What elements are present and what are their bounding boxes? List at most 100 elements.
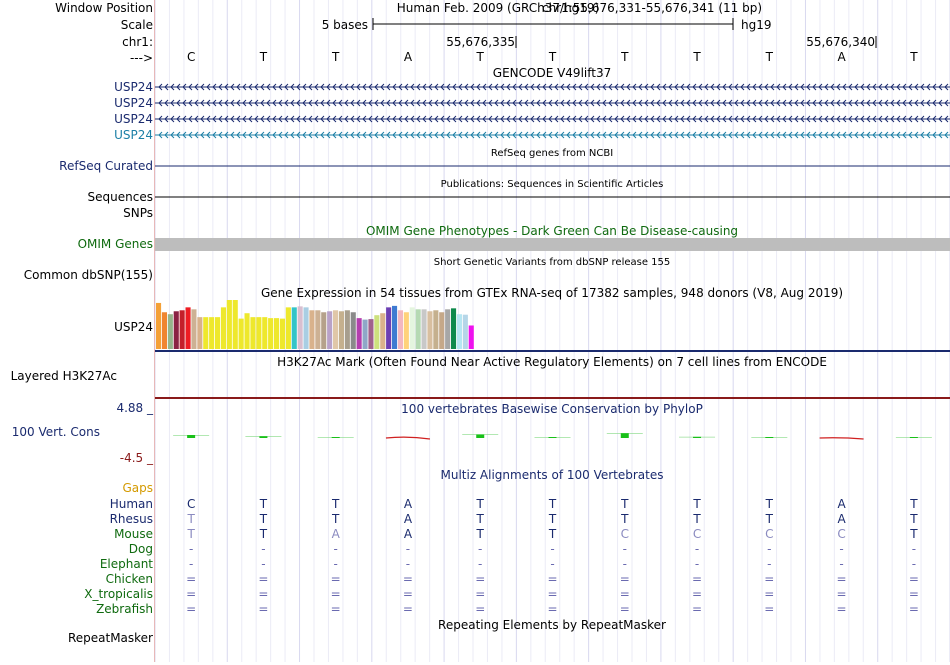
multiz-base: = bbox=[403, 587, 413, 601]
gtex-tissue-bar[interactable] bbox=[291, 307, 297, 349]
scale-bar-label: 5 bases bbox=[322, 18, 368, 32]
gtex-tissue-bar[interactable] bbox=[167, 314, 173, 349]
gtex-tissue-bar[interactable] bbox=[415, 309, 421, 349]
gene-usp24-transcript[interactable] bbox=[155, 131, 950, 139]
tracks-svg[interactable]: Human Feb. 2009 (GRCh37/hg19) chr1:55,67… bbox=[154, 0, 950, 662]
gtex-tissue-bar[interactable] bbox=[215, 317, 221, 349]
dbsnp-track-label[interactable]: Common dbSNP(155) bbox=[23, 268, 153, 282]
phylop-track-label[interactable]: 100 Vert. Cons bbox=[11, 425, 100, 439]
sequences-track-label[interactable]: Sequences bbox=[87, 190, 153, 204]
chrom-label[interactable]: chr1: bbox=[122, 35, 153, 49]
gtex-tissue-bar[interactable] bbox=[421, 309, 427, 349]
gtex-tissue-bar[interactable] bbox=[392, 305, 398, 349]
genome-browser-image[interactable]: Human Feb. 2009 (GRCh37/hg19) chr1:55,67… bbox=[154, 0, 950, 662]
phylop-score-bar bbox=[909, 437, 918, 438]
gtex-tissue-bar[interactable] bbox=[344, 310, 350, 349]
gtex-tissue-bar[interactable] bbox=[250, 317, 256, 349]
gtex-tissue-bar[interactable] bbox=[173, 311, 179, 349]
multiz-species-label[interactable]: Human bbox=[109, 497, 153, 511]
gene-usp24-transcript[interactable] bbox=[155, 83, 950, 91]
omim-track-label[interactable]: OMIM Genes bbox=[77, 237, 153, 251]
repeatmasker-track-label[interactable]: RepeatMasker bbox=[67, 631, 153, 645]
multiz-species-label[interactable]: Elephant bbox=[99, 557, 153, 571]
gtex-tissue-bar[interactable] bbox=[380, 313, 386, 349]
gtex-tissue-bar[interactable] bbox=[350, 312, 356, 349]
multiz-base: T bbox=[476, 497, 485, 511]
gtex-tissue-bar[interactable] bbox=[374, 315, 380, 349]
multiz-species-label[interactable]: Chicken bbox=[105, 572, 153, 586]
gene-label-usp24[interactable]: USP24 bbox=[114, 80, 153, 94]
gtex-tissue-bar[interactable] bbox=[327, 311, 333, 349]
multiz-base: T bbox=[909, 497, 918, 511]
gtex-tissue-bar[interactable] bbox=[197, 317, 203, 349]
gene-label-usp24[interactable]: USP24 bbox=[114, 96, 153, 110]
gtex-tissue-bar[interactable] bbox=[279, 318, 285, 349]
multiz-base: T bbox=[620, 497, 629, 511]
gtex-tissue-bar[interactable] bbox=[433, 310, 439, 349]
gtex-tissue-bar[interactable] bbox=[256, 317, 262, 349]
gtex-tissue-bar[interactable] bbox=[285, 307, 291, 349]
multiz-gaps-label[interactable]: Gaps bbox=[122, 481, 153, 495]
multiz-species-label[interactable]: Mouse bbox=[114, 527, 153, 541]
gtex-tissue-bar[interactable] bbox=[456, 314, 462, 349]
gtex-tissue-bar[interactable] bbox=[262, 317, 268, 349]
gtex-tissue-bar[interactable] bbox=[397, 310, 403, 349]
gtex-tissue-bar[interactable] bbox=[386, 307, 392, 349]
multiz-base: = bbox=[403, 602, 413, 616]
gene-usp24-transcript[interactable] bbox=[155, 115, 950, 123]
multiz-species-label[interactable]: Rhesus bbox=[109, 512, 153, 526]
gtex-tissue-bar[interactable] bbox=[303, 307, 309, 349]
sequences-track-title: Publications: Sequences in Scientific Ar… bbox=[441, 179, 664, 190]
gtex-tissue-bar[interactable] bbox=[333, 310, 339, 349]
gtex-tissue-bar[interactable] bbox=[209, 317, 215, 349]
gtex-tissue-bar[interactable] bbox=[356, 318, 362, 349]
window-position-label[interactable]: Window Position bbox=[55, 1, 153, 15]
gtex-tissue-bar[interactable] bbox=[468, 325, 474, 349]
gtex-tissue-bar[interactable] bbox=[321, 312, 327, 349]
multiz-species-label[interactable]: Dog bbox=[128, 542, 153, 556]
omim-gene-bar[interactable] bbox=[155, 238, 950, 251]
gtex-tissue-bar[interactable] bbox=[338, 311, 344, 349]
gene-usp24-transcript[interactable] bbox=[155, 99, 950, 107]
gtex-tissue-bar[interactable] bbox=[315, 310, 321, 349]
multiz-species-label[interactable]: X_tropicalis bbox=[84, 587, 153, 601]
gene-label-usp24[interactable]: USP24 bbox=[114, 112, 153, 126]
gtex-tissue-bar[interactable] bbox=[409, 307, 415, 349]
gtex-tissue-bar[interactable] bbox=[268, 318, 274, 349]
gtex-tissue-bar[interactable] bbox=[232, 300, 238, 349]
refseq-track-label[interactable]: RefSeq Curated bbox=[59, 159, 153, 173]
scale-label[interactable]: Scale bbox=[120, 18, 153, 32]
strand-arrow-label[interactable]: ---> bbox=[129, 51, 153, 65]
snps-track-label[interactable]: SNPs bbox=[123, 206, 153, 220]
gtex-tissue-bar[interactable] bbox=[203, 317, 209, 349]
h3k27ac-track-label[interactable]: Layered H3K27Ac bbox=[10, 369, 117, 383]
gene-label-usp24[interactable]: USP24 bbox=[114, 128, 153, 142]
gtex-tissue-bar[interactable] bbox=[368, 319, 374, 349]
gtex-tissue-bar[interactable] bbox=[439, 312, 445, 349]
gtex-tissue-bar[interactable] bbox=[274, 318, 280, 349]
gtex-tissue-bar[interactable] bbox=[191, 309, 197, 349]
gtex-tissue-bar[interactable] bbox=[427, 311, 433, 349]
gtex-tissue-bar[interactable] bbox=[179, 310, 185, 349]
gtex-tissue-bar[interactable] bbox=[220, 307, 226, 349]
gtex-tissue-bar[interactable] bbox=[451, 308, 457, 349]
gtex-tissue-bar[interactable] bbox=[226, 300, 232, 349]
gtex-tissue-bar[interactable] bbox=[156, 302, 162, 349]
gencode-genes bbox=[155, 83, 950, 139]
multiz-base: T bbox=[476, 512, 485, 526]
multiz-species-label[interactable]: Zebrafish bbox=[96, 602, 153, 616]
gtex-tissue-bar[interactable] bbox=[445, 309, 451, 349]
gtex-tissue-bar[interactable] bbox=[362, 319, 368, 349]
gtex-tissue-bar[interactable] bbox=[462, 314, 468, 349]
gtex-tissue-bar[interactable] bbox=[244, 313, 250, 349]
gtex-tissue-bar[interactable] bbox=[403, 312, 409, 349]
gtex-track-title: Gene Expression in 54 tissues from GTEx … bbox=[261, 286, 843, 300]
gtex-tissue-bar[interactable] bbox=[297, 306, 303, 349]
gtex-tissue-bar[interactable] bbox=[161, 312, 167, 349]
gtex-track-label[interactable]: USP24 bbox=[114, 320, 153, 334]
ruler-base: T bbox=[620, 50, 629, 64]
gtex-tissue-bar[interactable] bbox=[309, 310, 315, 349]
gtex-tissue-bar[interactable] bbox=[238, 318, 244, 349]
gtex-tissue-bar[interactable] bbox=[185, 307, 191, 349]
